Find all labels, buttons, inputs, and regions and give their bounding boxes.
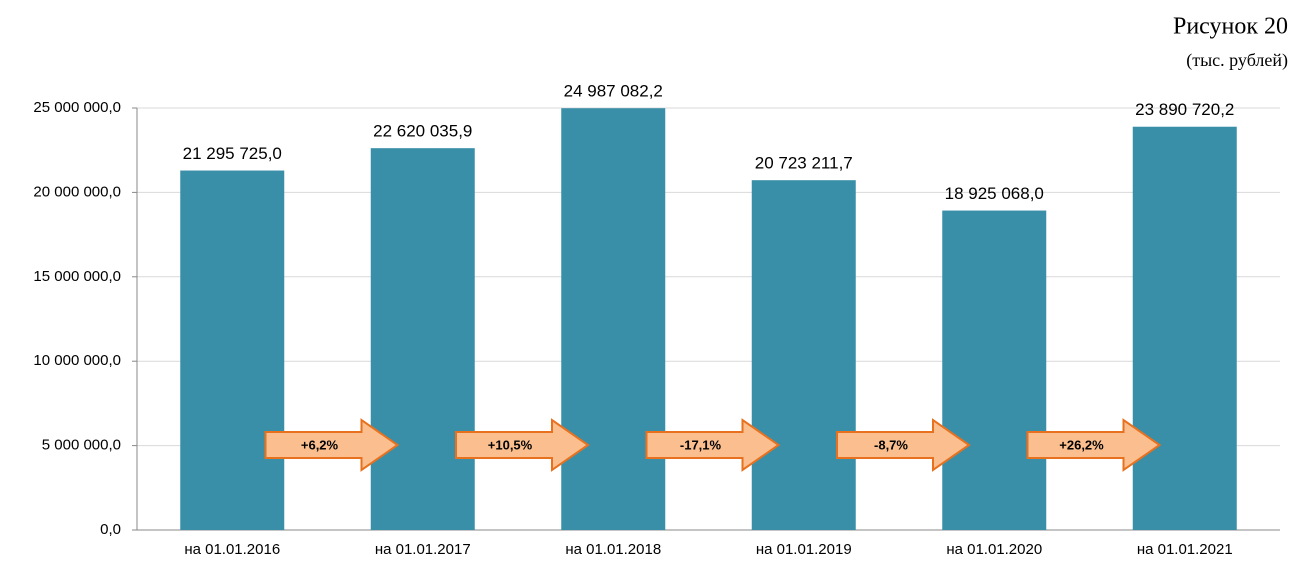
change-label: -8,7%: [874, 437, 908, 452]
value-label: 24 987 082,2: [564, 82, 663, 101]
change-arrow: [1026, 418, 1162, 472]
change-arrow: [836, 418, 971, 472]
value-label: 23 890 720,2: [1135, 100, 1234, 119]
y-tick-label: 5 000 000,0: [42, 437, 121, 454]
change-label: -17,1%: [680, 437, 722, 452]
bar: [370, 148, 475, 530]
bar: [751, 180, 856, 530]
x-tick-label: на 01.01.2021: [1137, 541, 1233, 558]
chart-subtitle: (тыс. рублей): [1186, 50, 1288, 71]
change-label: +6,2%: [301, 437, 339, 452]
y-tick-label: 15 000 000,0: [33, 268, 121, 285]
change-arrow: [455, 418, 590, 472]
chart-title: Рисунок 20: [1173, 14, 1288, 40]
value-label: 18 925 068,0: [945, 184, 1044, 203]
y-tick-label: 25 000 000,0: [33, 99, 121, 116]
change-label: +26,2%: [1059, 437, 1104, 452]
value-label: 22 620 035,9: [373, 122, 472, 141]
change-label: +10,5%: [488, 437, 533, 452]
y-tick-label: 10 000 000,0: [33, 352, 121, 369]
x-tick-label: на 01.01.2016: [184, 541, 280, 558]
x-tick-label: на 01.01.2019: [756, 541, 852, 558]
value-label: 20 723 211,7: [755, 154, 853, 173]
x-tick-label: на 01.01.2017: [375, 541, 471, 558]
bar: [561, 108, 666, 531]
y-tick-label: 0,0: [100, 521, 121, 538]
x-tick-label: на 01.01.2018: [565, 541, 661, 558]
bar: [180, 170, 285, 530]
change-arrow: [264, 418, 400, 472]
bar: [1132, 126, 1237, 530]
change-arrow: [645, 418, 781, 472]
y-tick-label: 20 000 000,0: [33, 183, 121, 200]
bar: [942, 210, 1047, 530]
value-label: 21 295 725,0: [183, 144, 282, 163]
x-tick-label: на 01.01.2020: [946, 541, 1042, 558]
